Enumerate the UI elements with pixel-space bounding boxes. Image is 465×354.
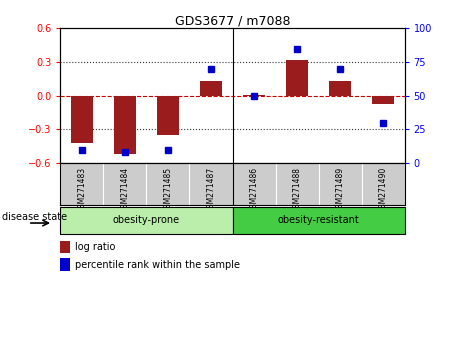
Text: GSM271489: GSM271489 (336, 166, 345, 213)
Text: obesity-resistant: obesity-resistant (278, 215, 359, 225)
Text: obesity-prone: obesity-prone (113, 215, 180, 225)
Text: GSM271487: GSM271487 (206, 166, 215, 213)
Bar (232, 207, 405, 234)
Bar (71, 96, 93, 143)
Text: GSM271484: GSM271484 (120, 166, 129, 213)
Bar (60, 241, 70, 253)
Text: log ratio: log ratio (75, 242, 115, 252)
Text: GSM271488: GSM271488 (292, 166, 301, 212)
Bar (286, 60, 308, 96)
Bar (372, 96, 394, 104)
Bar (157, 96, 179, 135)
Text: percentile rank within the sample: percentile rank within the sample (75, 260, 240, 270)
Bar (243, 95, 265, 96)
Bar (60, 258, 70, 271)
Bar (60, 207, 232, 234)
Bar (200, 81, 222, 96)
Text: GSM271486: GSM271486 (250, 166, 259, 213)
Bar (329, 81, 351, 96)
Text: GSM271490: GSM271490 (379, 166, 387, 213)
Title: GDS3677 / m7088: GDS3677 / m7088 (175, 14, 290, 27)
Text: GSM271485: GSM271485 (164, 166, 173, 213)
Text: disease state: disease state (2, 212, 67, 222)
Text: GSM271483: GSM271483 (78, 166, 86, 213)
Bar (114, 96, 136, 154)
